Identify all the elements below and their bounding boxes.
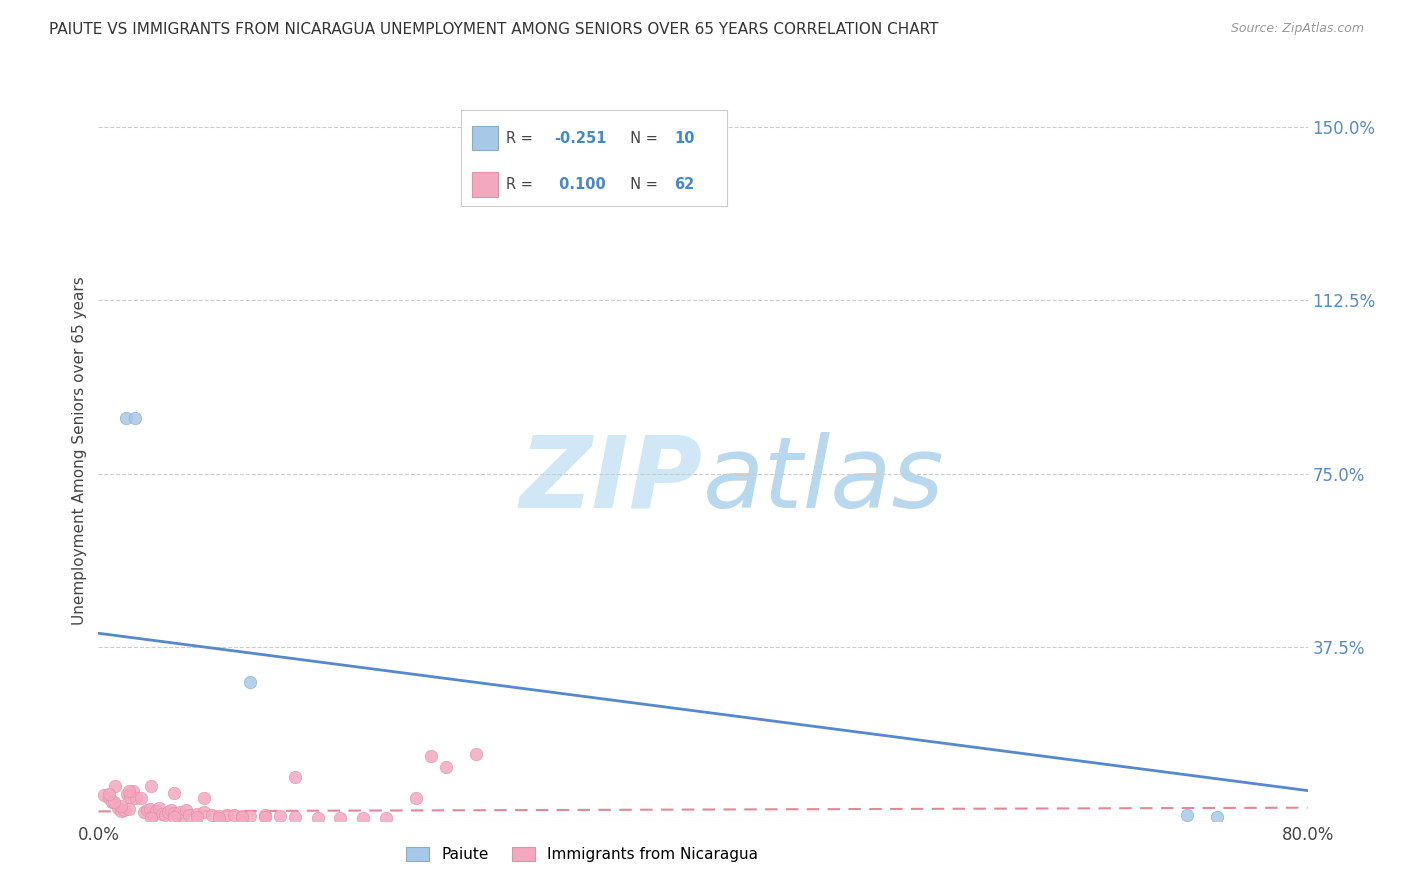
Point: [434, 760, 457, 774]
Point: [420, 748, 443, 763]
Point: [208, 811, 231, 825]
Point: [112, 804, 135, 818]
Point: [101, 795, 124, 809]
Point: [141, 811, 163, 825]
Point: [1206, 810, 1229, 824]
Legend: Paiute, Immigrants from Nicaragua: Paiute, Immigrants from Nicaragua: [401, 841, 763, 869]
Point: [186, 810, 208, 824]
Point: [239, 674, 262, 689]
Y-axis label: Unemployment Among Seniors over 65 years: Unemployment Among Seniors over 65 years: [72, 277, 87, 624]
Point: [253, 808, 276, 822]
Point: [145, 805, 167, 819]
Point: [150, 806, 173, 821]
Point: [201, 808, 224, 822]
Point: [163, 810, 186, 824]
Point: [253, 810, 276, 824]
Point: [110, 805, 132, 819]
Point: [169, 805, 191, 820]
Point: [122, 783, 145, 797]
Point: [231, 809, 253, 823]
Point: [103, 795, 125, 809]
Text: atlas: atlas: [703, 432, 945, 529]
Point: [148, 800, 170, 814]
Point: [118, 783, 141, 797]
Text: PAIUTE VS IMMIGRANTS FROM NICARAGUA UNEMPLOYMENT AMONG SENIORS OVER 65 YEARS COR: PAIUTE VS IMMIGRANTS FROM NICARAGUA UNEM…: [49, 22, 939, 37]
Point: [269, 809, 291, 823]
Point: [284, 770, 307, 784]
Text: ZIP: ZIP: [520, 432, 703, 529]
Point: [179, 808, 201, 822]
Point: [125, 790, 148, 805]
Point: [284, 810, 307, 824]
Point: [104, 779, 127, 793]
Point: [93, 788, 115, 802]
Point: [163, 806, 186, 821]
Point: [115, 787, 138, 801]
Point: [307, 811, 329, 825]
Point: [98, 791, 121, 805]
Point: [239, 809, 262, 823]
Point: [208, 809, 231, 823]
Point: [98, 787, 121, 801]
Point: [107, 800, 129, 814]
Point: [142, 808, 165, 822]
Point: [141, 779, 163, 793]
Point: [193, 805, 215, 820]
Point: [231, 810, 253, 824]
Point: [193, 791, 215, 805]
Point: [186, 807, 208, 822]
Point: [329, 811, 352, 825]
Point: [156, 805, 179, 820]
Point: [374, 811, 396, 825]
Point: [110, 798, 132, 813]
Point: [132, 805, 155, 820]
Point: [160, 804, 183, 818]
Point: [166, 807, 188, 822]
Point: [224, 808, 246, 822]
Point: [1175, 808, 1198, 822]
Point: [120, 789, 142, 804]
Point: [163, 786, 186, 800]
Point: [135, 804, 157, 818]
Point: [114, 411, 136, 425]
Point: [465, 747, 488, 761]
Point: [124, 411, 146, 425]
Point: [174, 804, 197, 818]
Point: [405, 791, 427, 805]
Point: [129, 791, 152, 805]
Point: [118, 802, 141, 816]
Point: [172, 809, 194, 823]
Point: [153, 808, 176, 822]
Point: [139, 802, 162, 816]
Text: Source: ZipAtlas.com: Source: ZipAtlas.com: [1230, 22, 1364, 36]
Point: [215, 808, 238, 822]
Point: [352, 811, 374, 825]
